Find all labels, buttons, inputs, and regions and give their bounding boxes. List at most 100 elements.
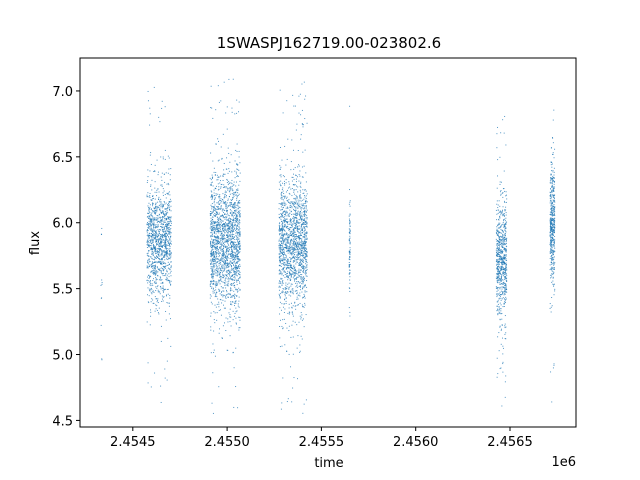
data-point	[229, 260, 231, 262]
data-point	[164, 236, 166, 238]
data-point	[146, 252, 148, 254]
data-point	[225, 191, 227, 193]
data-point	[222, 270, 224, 272]
data-point	[287, 263, 289, 265]
data-point	[166, 245, 168, 247]
data-point	[304, 234, 306, 236]
data-point	[279, 217, 281, 219]
data-point	[235, 386, 237, 388]
data-point	[149, 204, 151, 206]
data-point	[220, 100, 222, 102]
data-point	[298, 112, 300, 114]
data-point	[216, 224, 218, 226]
data-point	[305, 252, 307, 254]
data-point	[288, 287, 290, 289]
data-point	[294, 210, 296, 212]
data-point	[501, 275, 503, 277]
data-point	[220, 223, 222, 225]
data-point	[147, 222, 149, 224]
data-point	[496, 259, 498, 261]
data-point	[162, 226, 164, 228]
data-point	[223, 294, 225, 296]
data-point	[279, 295, 280, 297]
data-point	[217, 213, 219, 215]
data-point	[293, 203, 295, 205]
data-point	[303, 219, 305, 221]
data-point	[278, 229, 280, 231]
data-point	[296, 219, 298, 221]
data-point	[303, 208, 305, 210]
data-point	[169, 201, 171, 203]
data-point	[150, 221, 152, 223]
data-point	[302, 247, 304, 249]
data-point	[161, 234, 163, 236]
data-point	[300, 278, 302, 280]
data-point	[224, 232, 226, 234]
data-point	[284, 202, 286, 204]
data-point	[158, 269, 160, 271]
data-point	[232, 319, 234, 321]
data-point	[222, 265, 224, 267]
data-point	[170, 266, 172, 268]
data-point	[165, 224, 167, 226]
data-point	[227, 281, 229, 283]
data-point	[216, 229, 218, 231]
data-point	[499, 239, 501, 241]
data-point	[286, 260, 288, 262]
data-point	[215, 237, 217, 239]
data-point	[161, 211, 163, 213]
data-point	[283, 201, 285, 203]
data-point	[235, 347, 237, 349]
data-point	[211, 107, 213, 109]
data-point	[226, 216, 228, 218]
data-point	[167, 293, 169, 295]
data-point	[218, 195, 220, 197]
data-point	[152, 262, 154, 264]
data-point	[157, 312, 159, 314]
data-point	[212, 220, 214, 222]
data-point	[235, 191, 237, 193]
data-point	[237, 259, 239, 261]
data-point	[239, 228, 241, 230]
data-point	[100, 297, 102, 299]
data-point	[286, 273, 288, 275]
data-point	[217, 252, 219, 254]
data-point	[293, 377, 295, 379]
data-point	[279, 229, 281, 231]
data-point	[291, 256, 293, 258]
data-point	[209, 243, 211, 245]
data-point	[281, 228, 283, 230]
data-point	[234, 222, 236, 224]
data-point	[224, 192, 226, 194]
data-point	[237, 255, 239, 257]
data-point	[298, 264, 300, 266]
data-point	[281, 228, 283, 230]
data-point	[299, 350, 301, 352]
data-point	[305, 240, 307, 242]
data-point	[296, 298, 298, 300]
data-point	[286, 262, 288, 264]
data-point	[293, 191, 295, 193]
data-point	[304, 290, 306, 292]
data-point	[214, 195, 216, 197]
data-point	[293, 201, 295, 203]
data-point	[158, 268, 160, 270]
data-point	[235, 317, 237, 319]
data-point	[288, 237, 290, 239]
data-point	[231, 265, 233, 267]
data-point	[302, 259, 304, 261]
data-point	[217, 228, 219, 230]
data-point	[233, 246, 235, 248]
data-point	[282, 190, 284, 192]
data-point	[224, 228, 226, 230]
data-point	[502, 244, 504, 246]
data-point	[226, 255, 228, 257]
data-point	[294, 259, 296, 261]
data-point	[147, 382, 149, 384]
data-point	[158, 248, 160, 250]
data-point	[160, 198, 162, 200]
data-point	[281, 229, 283, 231]
data-point	[222, 215, 224, 217]
data-point	[302, 283, 304, 285]
data-point	[300, 216, 302, 218]
